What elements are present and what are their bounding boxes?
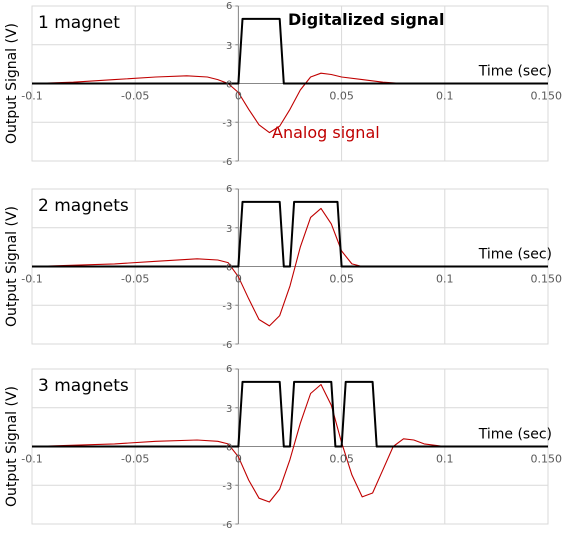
y-axis-label: Output Signal (V): [4, 206, 20, 327]
x-tick-label: -0.05: [121, 453, 149, 466]
chart-panel-3: -6 -3 0 3 6 -0.1 -0.05 0 0.05 0.1 0.150 Time (sec) O…: [4, 364, 562, 531]
y-tick-label: 0: [226, 443, 232, 454]
x-axis-label: Time (sec): [478, 427, 552, 443]
y-tick-label: -6: [222, 340, 232, 351]
x-tick-label: 0.1: [436, 90, 454, 103]
y-tick-label: 0: [226, 80, 232, 91]
x-tick-label: -0.1: [21, 90, 42, 103]
y-tick-label: 6: [226, 184, 232, 195]
x-axis-label: Time (sec): [478, 64, 552, 80]
panel-label: 1 magnet: [38, 13, 120, 33]
digital-signal-line: [32, 380, 548, 448]
x-tick-label: 0.150: [531, 453, 563, 466]
x-tick-label: 0.05: [329, 453, 354, 466]
y-tick-label: -3: [222, 481, 232, 492]
chart-panel-2: -6 -3 0 3 6 -0.1 -0.05 0 0.05 0.1 0.150 Time (sec) O…: [4, 184, 562, 351]
x-tick-label: 0.05: [329, 90, 354, 103]
y-axis-label: Output Signal (V): [4, 386, 20, 507]
panel-label: 3 magnets: [38, 376, 129, 396]
analog-signal-line: [31, 207, 548, 327]
y-tick-label: 6: [226, 1, 232, 12]
x-tick-label: -0.1: [21, 273, 42, 286]
y-tick-label: 3: [226, 41, 232, 52]
y-tick-label: 0: [226, 263, 232, 274]
x-tick-label: 0.05: [329, 273, 354, 286]
analog-signal-line: [31, 72, 548, 134]
y-tick-label: -6: [222, 520, 232, 531]
x-tick-label: 0: [235, 90, 242, 103]
y-tick-label: 6: [226, 364, 232, 375]
x-tick-label: 0.150: [531, 273, 563, 286]
x-tick-label: 0.1: [436, 453, 454, 466]
y-tick-label: -3: [222, 301, 232, 312]
analog-signal-line: [31, 383, 548, 503]
x-tick-label: 0: [235, 453, 242, 466]
x-tick-label: 0: [235, 273, 242, 286]
y-tick-label: -6: [222, 157, 232, 168]
x-axis-label: Time (sec): [478, 247, 552, 263]
digital-signal-line: [32, 200, 548, 268]
analog-signal-annotation: Analog signal: [272, 123, 380, 142]
x-tick-label: -0.1: [21, 453, 42, 466]
y-tick-label: 3: [226, 404, 232, 415]
y-tick-label: 3: [226, 224, 232, 235]
x-tick-label: -0.05: [121, 90, 149, 103]
digital-signal-line: [32, 17, 548, 85]
panel-label: 2 magnets: [38, 196, 129, 216]
chart-panel-1: -6 -3 0 3 6 -0.1 -0.05 0 0.05 0.1 0.150 Time (sec) O…: [4, 1, 562, 168]
x-tick-label: 0.150: [531, 90, 563, 103]
y-tick-label: -3: [222, 118, 232, 129]
digital-signal-annotation: Digitalized signal: [288, 10, 444, 29]
x-tick-label: 0.1: [436, 273, 454, 286]
x-tick-label: -0.05: [121, 273, 149, 286]
y-axis-label: Output Signal (V): [4, 23, 20, 144]
